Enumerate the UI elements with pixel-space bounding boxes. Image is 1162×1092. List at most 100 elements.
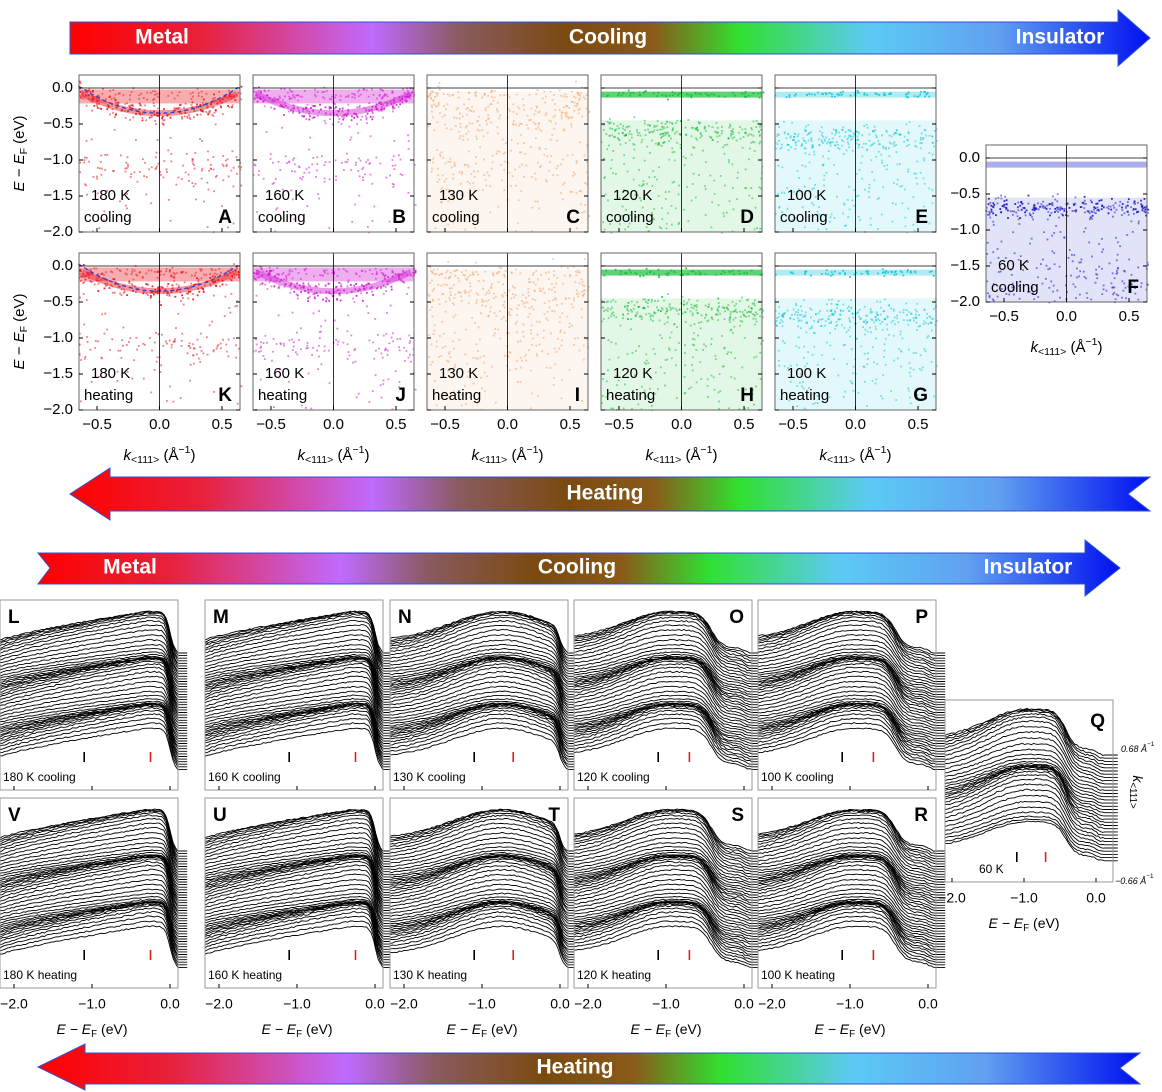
intensity-dot [339,299,342,302]
intensity-dot [467,276,470,279]
label-part: (eV) [11,115,28,148]
intensity-dot [625,272,628,275]
x-tick-label: 0.0 [845,416,866,433]
intensity-dot [174,295,177,298]
intensity-dot [855,195,858,198]
intensity-dot [369,269,371,271]
intensity-dot [475,357,478,360]
x-tick-label: −0.5 [82,416,112,433]
intensity-dot [644,298,647,301]
arrow-start-label: Metal [103,556,157,579]
intensity-dot [988,294,991,297]
intensity-dot [215,174,218,177]
intensity-dot [608,358,611,361]
intensity-dot [543,302,546,305]
intensity-dot [458,291,460,294]
intensity-dot [333,272,336,275]
intensity-dot [443,180,446,183]
panel-letter: F [1127,277,1139,298]
intensity-dot [878,197,880,199]
intensity-dot [563,129,566,132]
intensity-dot [278,95,281,98]
intensity-dot [989,261,992,264]
intensity-dot [516,105,519,108]
intensity-dot [479,146,481,149]
intensity-dot [236,300,239,303]
intensity-dot [1029,214,1032,217]
intensity-dot [865,322,868,325]
intensity-dot [688,298,691,301]
intensity-dot [133,269,136,272]
intensity-dot [457,277,460,280]
intensity-dot [302,282,305,285]
intensity-dot [139,104,142,107]
intensity-dot [729,316,732,319]
intensity-dot [495,315,498,318]
intensity-dot [843,135,846,138]
intensity-dot [732,131,734,134]
intensity-dot [677,223,680,226]
intensity-dot [503,94,506,96]
intensity-dot [469,285,472,288]
intensity-dot [906,319,909,322]
intensity-dot [438,274,440,276]
intensity-dot [375,156,378,159]
intensity-dot [165,168,168,171]
intensity-dot [105,98,107,101]
intensity-dot [88,88,91,90]
intensity-dot [136,348,138,351]
intensity-dot [609,118,611,121]
intensity-dot [668,158,671,161]
intensity-dot [855,337,858,340]
intensity-dot [117,286,120,288]
intensity-dot [153,271,156,273]
intensity-dot [551,99,554,101]
intensity-dot [452,173,455,176]
intensity-dot [722,212,725,215]
intensity-dot [829,144,832,147]
intensity-dot [1008,293,1011,296]
intensity-dot [490,121,493,124]
intensity-dot [676,119,679,122]
intensity-dot [811,325,813,328]
intensity-dot [264,334,267,337]
intensity-dot [862,142,865,145]
intensity-dot [805,141,808,144]
intensity-dot [1079,261,1082,264]
intensity-dot [756,227,758,230]
intensity-dot [990,204,993,207]
intensity-dot [906,92,909,95]
spectrum-curve [0,655,188,693]
intensity-dot [571,191,574,193]
intensity-dot [489,310,492,313]
intensity-dot [713,193,716,195]
intensity-dot [103,273,105,276]
intensity-dot [164,340,167,343]
intensity-dot [435,404,438,407]
intensity-dot [134,291,137,293]
intensity-dot [213,190,216,193]
intensity-dot [811,146,814,148]
intensity-dot [841,324,843,327]
intensity-dot [536,320,539,323]
intensity-dot [272,181,275,184]
intensity-dot [433,287,435,290]
intensity-dot [129,104,132,107]
intensity-dot [301,404,303,407]
intensity-dot [832,313,835,316]
intensity-dot [645,90,647,93]
intensity-dot [890,142,892,145]
intensity-dot [93,267,96,270]
intensity-dot [890,307,892,310]
intensity-dot [852,135,855,138]
intensity-dot [388,342,391,345]
intensity-dot [868,139,871,142]
panel-letter: D [740,207,754,228]
intensity-dot [151,90,154,93]
intensity-dot [855,130,858,133]
intensity-dot [438,178,441,181]
intensity-dot [371,390,374,393]
intensity-dot [292,104,295,107]
intensity-dot [508,369,511,372]
intensity-dot [485,119,487,122]
